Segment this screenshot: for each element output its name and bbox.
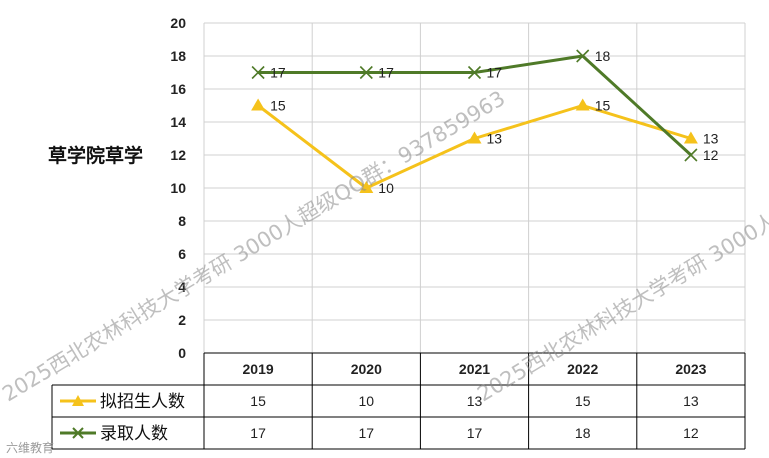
data-label: 12 xyxy=(703,147,719,163)
legend-label: 拟招生人数 xyxy=(100,392,185,412)
y-tick-label: 4 xyxy=(178,279,186,295)
data-label: 18 xyxy=(595,48,611,64)
data-label: 17 xyxy=(270,65,286,81)
x-category-label: 2020 xyxy=(351,361,382,377)
watermark-text: 2025西北农林科技大学考研 3000人超级QQ群：937859963 xyxy=(0,86,509,406)
data-label: 15 xyxy=(595,98,611,114)
y-tick-label: 20 xyxy=(170,15,186,31)
y-tick-label: 14 xyxy=(170,114,186,130)
y-tick-label: 2 xyxy=(178,312,186,328)
y-tick-label: 0 xyxy=(178,345,186,361)
x-category-label: 2022 xyxy=(567,361,598,377)
table-cell-value: 12 xyxy=(683,425,699,441)
table-cell-value: 17 xyxy=(250,425,266,441)
watermark-text: 2025西北农林科技大学考研 3000人超级QQ群：937859963 xyxy=(473,86,769,406)
x-category-label: 2021 xyxy=(459,361,490,377)
y-tick-label: 12 xyxy=(170,147,186,163)
brand-logo-text: 六维教育 xyxy=(6,440,54,455)
legend-marker-triangle xyxy=(72,395,84,406)
data-point-x xyxy=(684,148,698,162)
series-layer xyxy=(251,49,698,193)
data-label: 13 xyxy=(487,131,503,147)
y-tick-label: 8 xyxy=(178,213,186,229)
table-cell-value: 15 xyxy=(575,393,591,409)
table-cell-value: 13 xyxy=(683,393,699,409)
data-point-x xyxy=(576,49,590,63)
data-point-triangle xyxy=(467,131,482,144)
data-point-triangle xyxy=(251,98,266,111)
data-point-x xyxy=(251,65,265,80)
table-cell-value: 17 xyxy=(467,425,483,441)
data-point-x xyxy=(359,65,373,80)
x-category-label: 2019 xyxy=(243,361,274,377)
watermark-layer: 2025西北农林科技大学考研 3000人超级QQ群：9378599632025西… xyxy=(0,86,769,406)
table-cell-value: 15 xyxy=(250,393,266,409)
y-axis-ticks: 0 2 4 6 8 10 12 14 16 18 20 xyxy=(170,15,186,361)
data-point-triangle xyxy=(575,98,590,111)
y-axis-label: 草学院草学 xyxy=(48,144,143,167)
data-labels: 15 10 13 15 13 17 17 17 18 12 xyxy=(270,48,719,196)
legend-marker-x xyxy=(72,427,84,439)
data-label: 10 xyxy=(378,180,394,196)
table-cell-value: 10 xyxy=(359,393,375,409)
data-table: 2019 2020 2021 2022 2023 拟招生人数 15 10 13 15 13 录取人数 1… xyxy=(51,352,746,450)
y-tick-label: 18 xyxy=(170,48,186,64)
y-tick-label: 10 xyxy=(170,180,186,196)
data-point-triangle xyxy=(683,131,698,144)
table-cell-value: 13 xyxy=(467,393,483,409)
data-label: 15 xyxy=(270,98,286,114)
data-point-x xyxy=(467,65,482,80)
y-tick-label: 16 xyxy=(170,81,186,97)
table-cell-value: 18 xyxy=(575,425,591,441)
x-category-label: 2023 xyxy=(675,361,706,377)
data-label: 17 xyxy=(378,65,394,81)
data-point-triangle xyxy=(359,181,374,193)
data-label: 17 xyxy=(487,65,503,81)
data-label: 13 xyxy=(703,131,719,147)
table-cell-value: 17 xyxy=(359,425,375,441)
legend-label: 录取人数 xyxy=(100,424,168,444)
y-tick-label: 6 xyxy=(178,246,186,262)
